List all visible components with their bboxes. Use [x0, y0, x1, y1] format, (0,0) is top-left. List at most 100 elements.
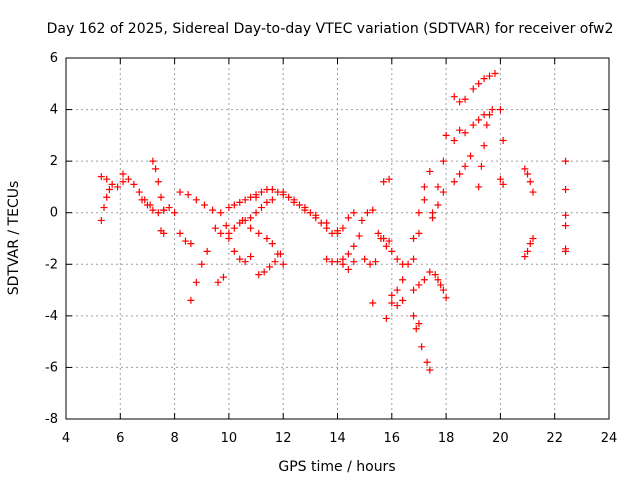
data-point-track-13 — [230, 247, 238, 255]
data-point-track-8 — [181, 237, 189, 245]
data-point-track-13 — [247, 253, 255, 261]
data-point-track-10 — [187, 296, 195, 304]
data-point-track-17 — [263, 235, 271, 242]
data-point-track-48 — [529, 235, 537, 242]
data-point-track-5 — [149, 206, 157, 214]
data-point-track-22 — [339, 260, 347, 268]
y-tick-label: 4 — [50, 103, 58, 118]
data-point-track-23 — [369, 206, 377, 214]
data-point-track-47 — [524, 170, 532, 178]
data-point-track-31 — [420, 183, 428, 191]
data-point-track-18 — [260, 268, 268, 276]
data-point-track-19 — [290, 196, 298, 204]
data-point-track-4 — [152, 165, 160, 173]
data-point-track-36 — [442, 294, 450, 302]
data-point-track-14 — [230, 201, 238, 209]
data-point-track-37 — [434, 201, 442, 209]
data-point-track-39 — [450, 93, 458, 101]
data-point-track-39 — [461, 95, 469, 103]
data-point-track-24 — [372, 258, 380, 266]
data-point-track-45 — [496, 106, 504, 114]
data-point-track-18 — [271, 258, 279, 266]
data-point-track-3 — [119, 170, 127, 178]
x-axis-label: GPS time / hours — [278, 459, 395, 475]
data-point-track-2 — [100, 204, 108, 212]
data-point-track-42 — [486, 72, 494, 80]
data-point-track-5 — [154, 209, 162, 217]
data-point-track-31 — [404, 260, 412, 268]
data-point-track-13 — [236, 255, 244, 263]
data-point-track-17 — [247, 224, 255, 232]
data-point-track-20 — [355, 232, 363, 240]
y-tick-label: 2 — [50, 154, 58, 169]
data-point-track-40 — [450, 137, 458, 145]
y-axis-label: SDTVAR / TECUs — [6, 181, 22, 296]
data-point-track-41 — [467, 152, 475, 160]
data-point-track-19 — [323, 219, 331, 227]
data-point-track-29 — [377, 235, 385, 242]
data-point-track-2 — [97, 216, 105, 224]
data-point-track-33 — [415, 281, 423, 289]
data-point-track-35 — [410, 312, 418, 320]
data-point-track-41 — [456, 170, 464, 178]
data-point-track-19 — [301, 204, 309, 212]
data-point-track-3 — [130, 180, 138, 188]
data-point-track-24 — [366, 260, 374, 268]
data-point-track-37 — [439, 188, 447, 196]
data-point-track-44 — [469, 121, 477, 129]
x-tick-label: 10 — [221, 431, 238, 446]
data-point-track-34 — [412, 325, 420, 333]
y-tick-label: 0 — [50, 206, 58, 221]
data-point-track-42 — [475, 80, 483, 88]
data-point-track-27 — [399, 276, 407, 284]
data-point-track-18 — [255, 271, 263, 279]
data-point-track-44 — [475, 116, 483, 124]
data-point-track-4 — [154, 178, 162, 186]
data-point-track-23 — [363, 209, 371, 217]
data-point-track-16 — [247, 214, 255, 222]
data-point-track-40 — [456, 126, 464, 134]
data-point-track-15 — [295, 201, 303, 209]
data-point-track-49 — [562, 247, 570, 255]
data-point-track-32 — [415, 229, 423, 237]
x-tick-label: 16 — [384, 431, 401, 446]
data-point-track-18 — [276, 250, 284, 258]
x-tick-labels: 4 6 8 10 12 14 16 18 20 22 24 — [62, 431, 617, 446]
x-tick-label: 24 — [601, 431, 618, 446]
x-tick-label: 4 — [62, 431, 70, 446]
grid-lines — [66, 58, 609, 419]
data-point-track-46 — [496, 175, 504, 183]
data-point-track-43 — [488, 106, 496, 114]
data-point-track-32 — [426, 167, 434, 175]
data-point-track-7 — [192, 196, 200, 204]
data-point-track-5 — [160, 206, 168, 214]
data-point-track-20 — [344, 250, 352, 258]
data-point-track-18 — [266, 263, 274, 271]
data-point-track-27 — [382, 314, 390, 322]
data-point-track-1 — [97, 173, 105, 181]
x-tick-label: 22 — [546, 431, 563, 446]
data-point-track-1 — [114, 183, 122, 191]
data-point-track-43 — [483, 121, 491, 129]
data-point-track-7 — [225, 204, 233, 212]
data-point-track-20 — [350, 242, 358, 250]
data-point-track-15 — [257, 188, 265, 196]
data-point-track-38 — [429, 209, 437, 217]
data-point-track-28 — [380, 178, 388, 186]
data-point-track-7 — [184, 191, 192, 199]
data-point-track-4 — [157, 193, 165, 201]
data-point-track-47 — [526, 178, 534, 186]
data-point-track-1 — [119, 178, 127, 186]
data-point-track-36 — [439, 286, 447, 294]
data-point-track-13 — [241, 258, 249, 266]
data-point-track-19 — [279, 188, 287, 196]
data-point-track-43 — [475, 183, 483, 191]
data-point-track-34 — [418, 343, 426, 351]
data-point-track-28 — [385, 175, 393, 183]
data-point-track-15 — [306, 209, 314, 217]
data-point-track-3 — [124, 175, 132, 183]
data-point-track-15 — [252, 193, 260, 201]
data-point-track-40 — [461, 129, 469, 137]
data-point-track-30 — [393, 302, 401, 310]
data-point-track-47 — [521, 165, 529, 173]
